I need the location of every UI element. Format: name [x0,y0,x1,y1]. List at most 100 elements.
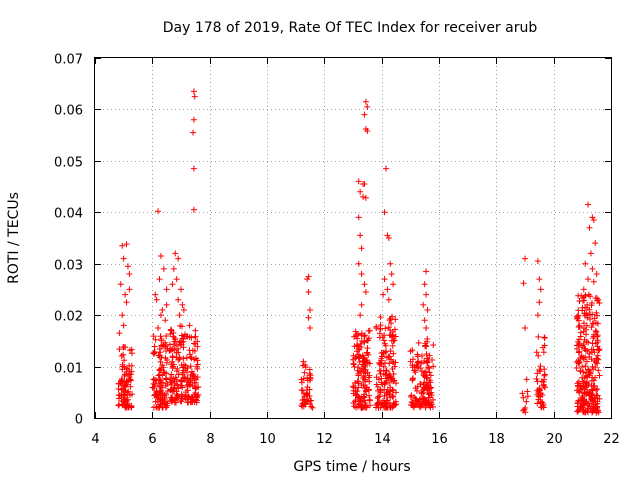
data-point [362,194,369,201]
data-point [179,395,186,402]
data-point [582,304,589,311]
data-point [307,307,313,313]
data-point [353,348,360,355]
data-point [364,337,371,344]
data-point [176,354,183,361]
data-point [178,361,185,368]
data-point [412,395,419,402]
y-tick-label: 0.06 [54,104,83,119]
data-point [305,289,312,295]
data-point [392,389,399,396]
data-point [540,382,547,389]
data-point [169,281,176,288]
data-point [301,369,308,376]
data-point [172,336,179,343]
data-point [374,387,381,394]
y-tick-label: 0.07 [54,53,83,68]
data-point [392,316,399,323]
data-point [519,390,526,397]
data-point [128,403,135,410]
data-point [121,388,128,395]
data-point [361,385,368,392]
data-point [124,396,131,403]
data-point [588,302,595,309]
data-point [381,386,388,393]
data-point [575,324,582,331]
data-point [520,394,527,401]
data-point [389,393,396,400]
data-point [539,399,546,406]
data-point [387,404,394,411]
data-point [166,341,173,348]
data-point [308,403,315,410]
data-point [169,388,176,395]
data-point [589,311,596,318]
data-point [193,363,200,370]
data-point [593,403,600,410]
data-point [119,363,126,370]
data-point [355,378,362,385]
data-point [298,379,305,386]
data-point [308,397,315,404]
data-point [424,307,431,313]
data-point [359,358,366,365]
data-point [175,255,182,262]
data-point [150,333,157,340]
data-point [126,376,133,383]
data-point [357,232,364,239]
data-point [149,384,156,391]
data-point [576,359,583,366]
data-point [123,241,130,248]
data-point [186,322,193,329]
data-point [120,322,127,329]
data-point [298,386,305,393]
data-point [357,398,364,405]
data-point [157,358,164,365]
data-point [574,338,581,345]
data-point [534,400,541,407]
data-point [178,398,185,405]
data-point [171,378,178,385]
data-point [357,340,364,347]
data-point [167,327,174,334]
data-point [594,297,601,304]
data-point [389,366,396,373]
data-point [522,255,528,262]
x-axis-label: GPS time / hours [293,459,410,475]
data-point [534,312,541,319]
data-point [426,377,433,384]
data-point [573,342,580,349]
data-point [390,378,397,385]
data-point [190,88,197,95]
data-point [194,374,201,381]
data-point [355,384,362,391]
data-point [584,409,591,416]
data-point [377,314,384,321]
data-point [573,365,580,372]
data-point [590,217,597,223]
data-point [520,280,527,287]
data-point [157,312,164,319]
data-point [356,359,363,366]
data-point [126,271,133,277]
data-point [421,373,428,380]
data-point [375,376,382,383]
data-point [382,325,389,332]
data-point [383,390,390,397]
data-point [425,357,432,364]
data-point [379,399,386,406]
data-point [116,392,123,399]
data-point [358,271,365,277]
data-point [361,363,368,370]
data-point [170,265,177,272]
data-point [582,372,589,379]
data-point [375,404,382,411]
data-point [586,224,593,231]
data-point [590,387,597,394]
data-point [536,299,543,306]
data-point [358,245,365,252]
data-point [364,345,371,352]
data-point [594,355,601,362]
data-point [575,312,582,319]
data-point [158,401,165,408]
